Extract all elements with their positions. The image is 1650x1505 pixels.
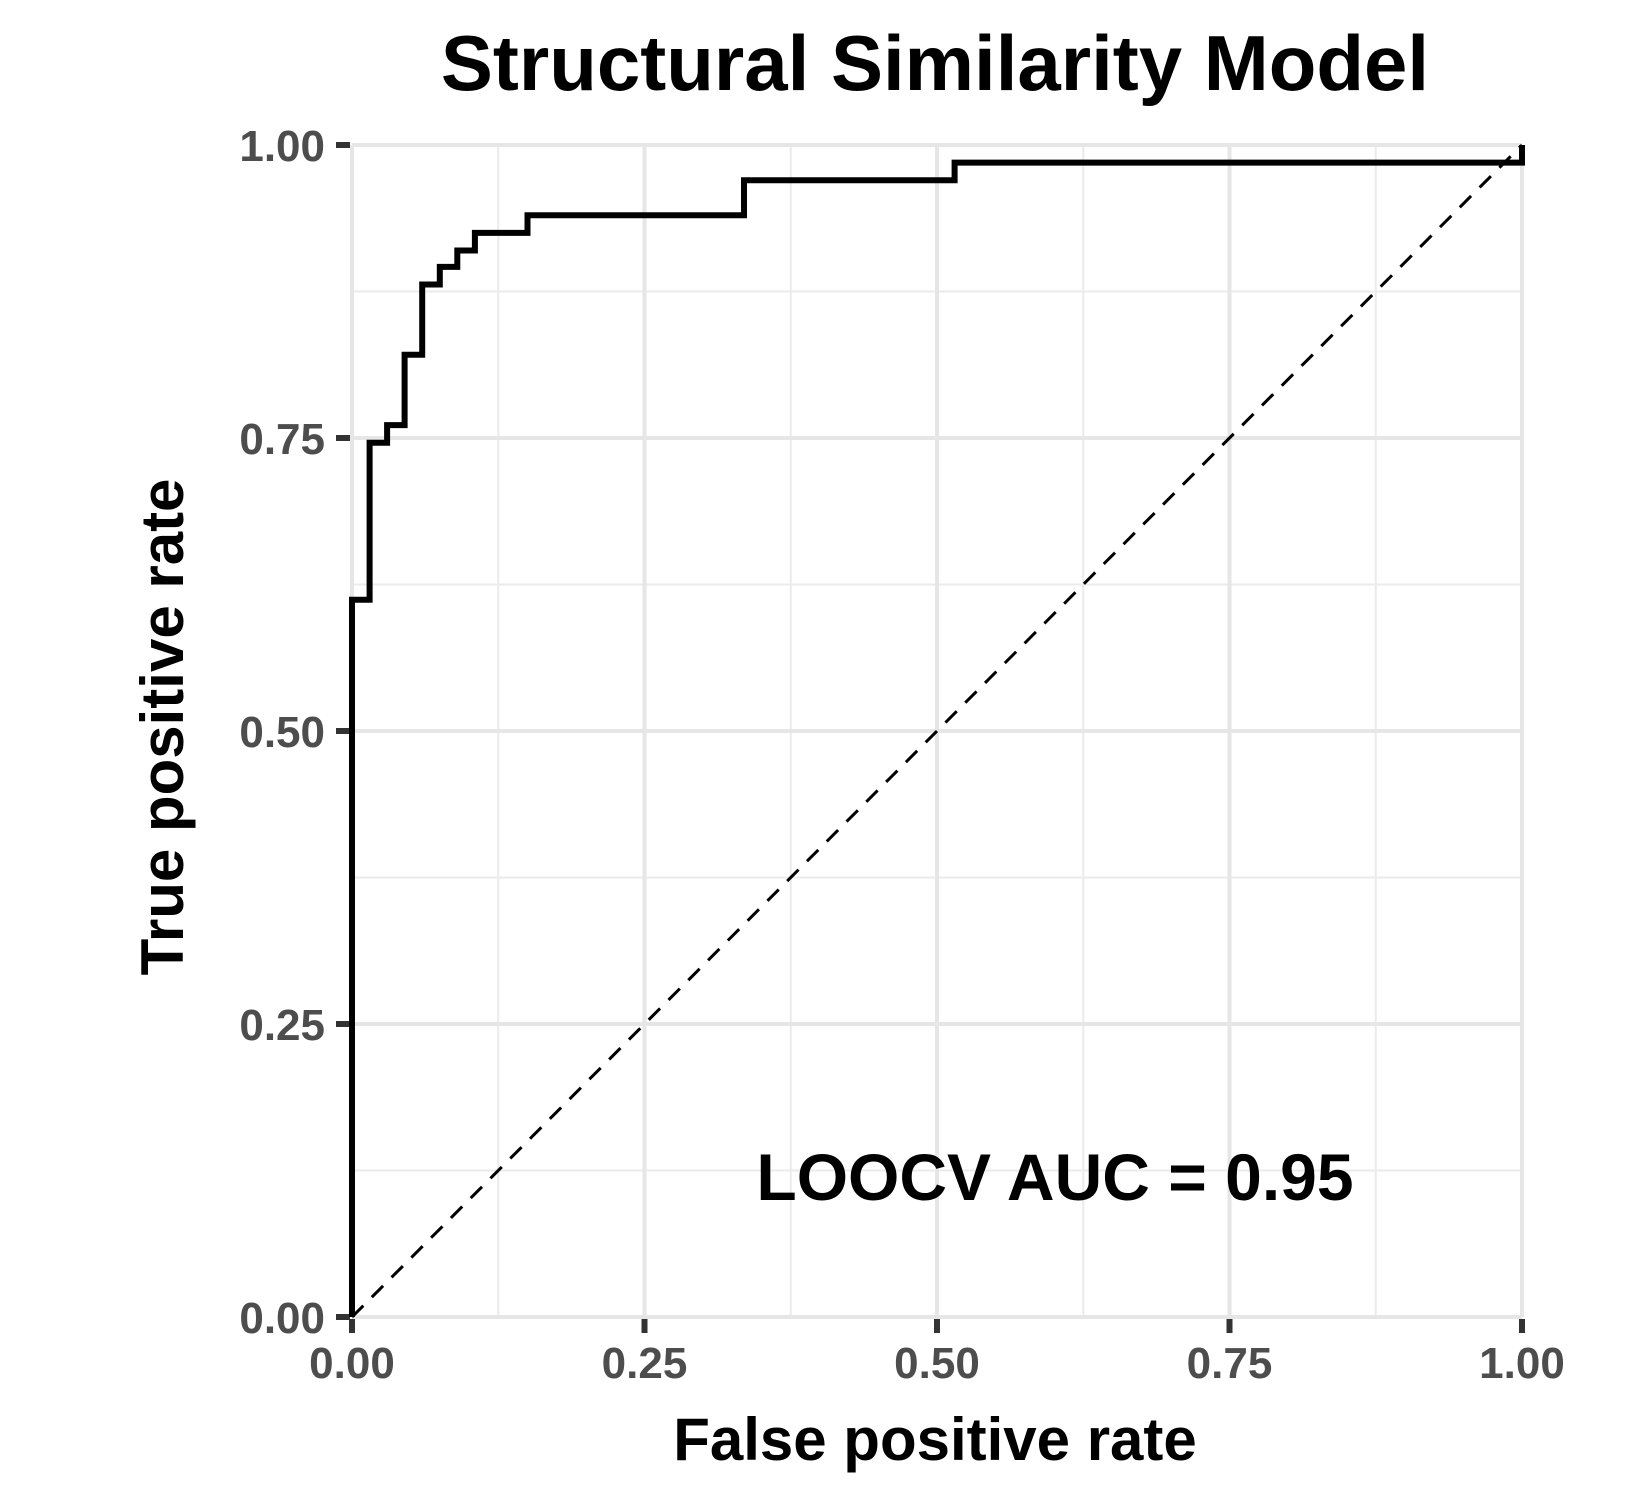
x-tick-label: 0.00 (309, 1339, 395, 1388)
y-tick-label: 0.25 (239, 1001, 325, 1050)
axis-layer (336, 142, 1525, 1333)
x-tick-label: 0.25 (602, 1339, 688, 1388)
chart-title: Structural Similarity Model (441, 19, 1429, 107)
series-layer (349, 143, 1525, 1319)
reference-diagonal-line (350, 143, 1524, 1319)
x-tick-label: 1.00 (1479, 1339, 1565, 1388)
x-tick-label: 0.75 (1187, 1339, 1273, 1388)
y-tick-label: 0.75 (239, 415, 325, 464)
y-tick-label: 1.00 (239, 122, 325, 171)
x-axis-title: False positive rate (673, 1406, 1197, 1473)
label-layer: 0.00 0.25 0.50 0.75 1.00 0.00 0.25 0.50 0.75 1.00 (239, 122, 1564, 1388)
y-tick-label: 0.00 (239, 1294, 325, 1343)
x-tick-label: 0.50 (894, 1339, 980, 1388)
grid-layer (350, 143, 1524, 1319)
roc-curve-line (349, 145, 1525, 1317)
y-tick-label: 0.50 (239, 708, 325, 757)
auc-annotation: LOOCV AUC = 0.95 (756, 1140, 1353, 1214)
y-axis-title: True positive rate (129, 479, 196, 976)
